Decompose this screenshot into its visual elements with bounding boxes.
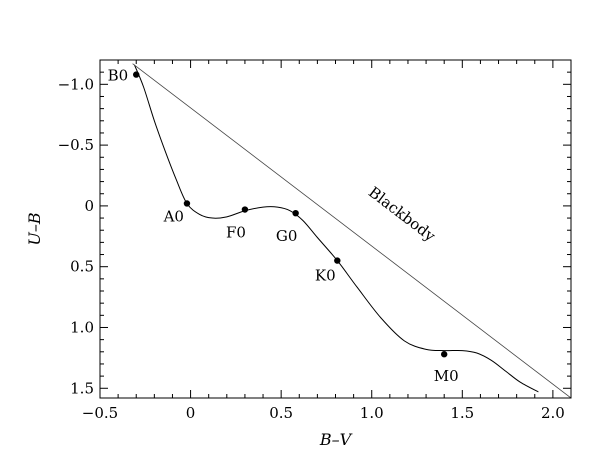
plot-frame [99, 59, 572, 399]
y-tick-label: 0.5 [70, 258, 94, 276]
y-tick-label: 1.5 [70, 379, 94, 397]
x-tick-label: 1.0 [360, 404, 384, 422]
x-tick-label: 1.5 [450, 404, 474, 422]
data-point-f0 [241, 206, 249, 213]
data-point-k0 [334, 257, 341, 264]
x-tick-label: 2.0 [541, 404, 565, 422]
point-label-b0: B0 [108, 67, 129, 85]
point-label-m0: M0 [434, 367, 459, 385]
point-label-f0: F0 [226, 224, 246, 242]
y-tick-label: 1.0 [70, 318, 94, 336]
y-axis-label: U–B [25, 212, 44, 245]
data-point-b0 [133, 71, 140, 78]
x-axis-label: B–V [319, 430, 353, 449]
point-label-a0: A0 [163, 207, 184, 225]
data-point-m0 [440, 351, 448, 358]
data-point-g0 [292, 209, 299, 217]
y-tick-label: 0 [84, 197, 94, 215]
x-tick-label: 0 [186, 404, 196, 422]
data-points: B0 A0 F0 G0 K0 M0 [108, 67, 459, 386]
y-tick-label: −0.5 [58, 136, 94, 154]
point-label-k0: K0 [315, 267, 336, 285]
main-sequence-curve [133, 64, 539, 393]
plot-lines [132, 63, 571, 398]
x-tick-label: 0.5 [269, 404, 293, 422]
data-point-a0 [183, 200, 191, 207]
x-tick-label: −0.5 [82, 404, 118, 422]
point-label-g0: G0 [276, 227, 298, 245]
axes: −0.5 0 0.5 1.0 1.5 2.0 −1.0 −0.5 0 0.5 1.0 1.5 [58, 59, 572, 422]
blackbody-annotation: Blackbody [365, 183, 439, 246]
blackbody-line [132, 63, 571, 398]
y-tick-label: −1.0 [58, 75, 94, 93]
